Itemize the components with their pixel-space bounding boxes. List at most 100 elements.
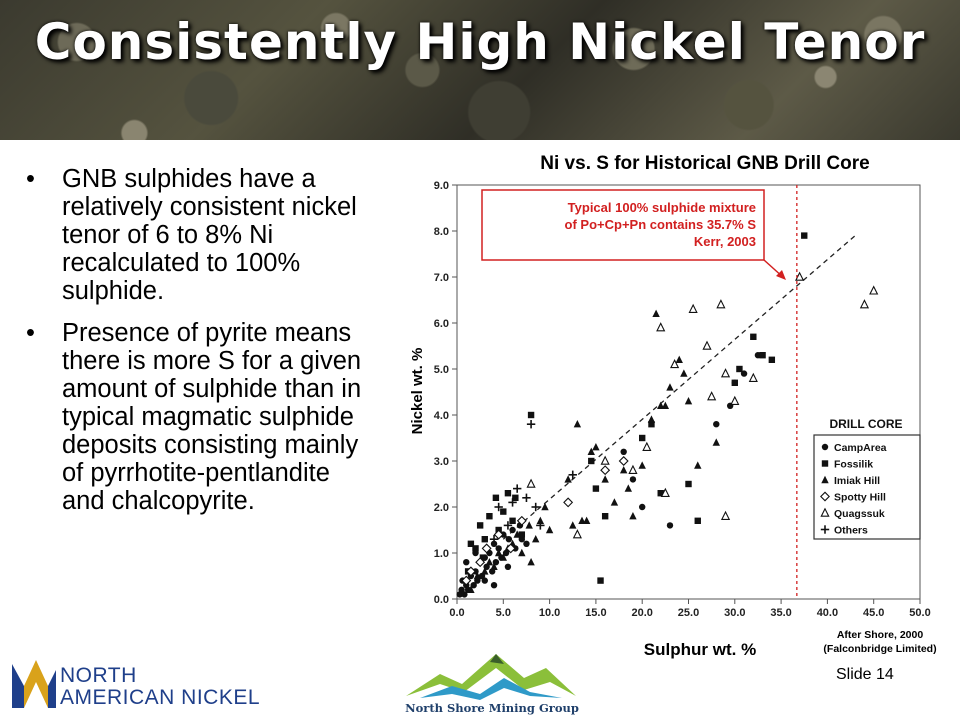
point-fossilik <box>597 577 604 584</box>
point-camparea <box>458 586 465 593</box>
point-camparea <box>639 503 646 511</box>
point-spotty-hill <box>618 456 629 466</box>
point-spotty-hill <box>600 465 611 476</box>
north-american-nickel-logo <box>12 660 56 708</box>
y-tick-label: 1.0 <box>434 548 449 560</box>
bullet-text: GNB sulphides have a relatively consiste… <box>62 165 357 305</box>
point-imiak-hill <box>490 562 498 570</box>
legend-label-fossilik: Fossilik <box>834 459 873 471</box>
point-camparea <box>713 421 720 428</box>
point-fossilik <box>472 545 479 552</box>
point-fossilik <box>601 513 609 520</box>
point-quagssuk <box>688 303 698 313</box>
point-fossilik <box>657 490 664 497</box>
y-tick-label: 2.0 <box>434 502 449 514</box>
point-imiak-hill <box>485 558 494 566</box>
point-fossilik <box>479 554 487 561</box>
point-imiak-hill <box>629 512 637 520</box>
bullet-dot: • <box>26 319 35 347</box>
x-tick-label: 30.0 <box>724 607 745 619</box>
point-fossilik <box>467 540 475 547</box>
point-imiak-hill <box>610 498 619 506</box>
point-spotty-hill <box>481 543 492 554</box>
legend-title: DRILL CORE <box>829 417 902 431</box>
point-spotty-hill <box>465 566 476 577</box>
point-camparea <box>504 563 512 570</box>
point-camparea <box>481 577 488 584</box>
point-imiak-hill <box>473 571 482 580</box>
point-others <box>508 498 517 507</box>
point-fossilik <box>801 232 808 239</box>
point-quagssuk <box>869 285 879 295</box>
legend-marker-fossilik <box>821 460 829 467</box>
logo-text-nsmg: North Shore Mining Group <box>405 701 579 715</box>
bullet-item: • GNB sulphides have a relatively consis… <box>26 165 372 305</box>
point-imiak-hill <box>587 447 595 455</box>
point-fossilik <box>694 517 701 524</box>
point-spotty-hill <box>563 497 574 508</box>
y-tick-label: 7.0 <box>434 272 449 284</box>
legend-marker-others <box>820 525 830 534</box>
point-camparea <box>490 582 498 589</box>
y-tick-label: 5.0 <box>434 364 449 376</box>
point-camparea <box>490 540 498 547</box>
point-quagssuk <box>660 487 670 497</box>
point-imiak-hill <box>536 516 545 524</box>
point-fossilik <box>759 352 766 359</box>
x-tick-label: 0.0 <box>449 607 464 619</box>
legend-label-spotty-hill: Spotty Hill <box>834 492 886 504</box>
point-imiak-hill <box>684 397 693 405</box>
point-spotty-hill <box>505 543 516 554</box>
bullet-item: • Presence of pyrite means there is more… <box>26 319 372 515</box>
point-others <box>531 502 540 512</box>
point-imiak-hill <box>680 369 688 377</box>
y-tick-label: 9.0 <box>434 180 449 192</box>
point-fossilik <box>527 411 535 419</box>
point-imiak-hill <box>467 585 475 593</box>
point-fossilik <box>768 356 776 363</box>
point-imiak-hill <box>657 401 665 409</box>
point-imiak-hill <box>569 521 577 529</box>
point-quagssuk <box>730 395 740 405</box>
point-imiak-hill <box>532 535 540 543</box>
point-quagssuk <box>707 391 717 401</box>
legend-label-imiak-hill: Imiak Hill <box>834 475 880 487</box>
point-camparea <box>523 540 530 547</box>
point-quagssuk <box>656 322 666 332</box>
point-fossilik <box>504 490 512 497</box>
x-tick-label: 40.0 <box>817 607 838 619</box>
point-fossilik <box>486 513 493 520</box>
logo-mark-blue <box>12 664 24 708</box>
point-imiak-hill <box>525 521 533 529</box>
point-camparea <box>461 591 468 598</box>
x-tick-label: 15.0 <box>585 607 606 619</box>
chart-title: Ni vs. S for Historical GNB Drill Core <box>540 153 870 174</box>
point-camparea <box>620 448 627 455</box>
point-quagssuk <box>748 372 758 382</box>
legend-box <box>813 434 921 540</box>
point-imiak-hill <box>481 567 489 575</box>
y-tick-label: 3.0 <box>434 456 449 468</box>
scatter-chart: 0.0 5.0 10.0 15.0 20.0 25.0 30.0 35.0 40.0 45.0 50… <box>400 176 950 660</box>
legend-marker-imiak-hill <box>821 475 829 484</box>
point-imiak-hill <box>652 309 660 317</box>
legend-label-camparea: CampArea <box>834 442 887 454</box>
point-quagssuk <box>600 455 610 465</box>
point-camparea <box>509 526 516 534</box>
x-tick-label: 50.0 <box>909 607 930 619</box>
slide-title: Consistently High Nickel Tenor <box>34 13 926 71</box>
y-tick-label: 0.0 <box>434 594 449 606</box>
point-imiak-hill <box>666 383 674 391</box>
slide-number: Slide 14 <box>836 666 894 683</box>
point-fossilik <box>588 457 595 465</box>
x-axis-label: Sulphur wt. % <box>644 640 756 659</box>
point-imiak-hill <box>527 558 535 566</box>
x-tick-label: 25.0 <box>678 607 699 619</box>
source-note-line-2: (Falconbridge Limited) <box>823 643 936 655</box>
point-fossilik <box>500 508 507 515</box>
point-imiak-hill <box>638 461 646 469</box>
legend-marker-spotty-hill <box>820 491 830 502</box>
point-quagssuk <box>716 299 726 309</box>
wave-blue <box>420 678 562 700</box>
point-quagssuk <box>795 271 805 281</box>
